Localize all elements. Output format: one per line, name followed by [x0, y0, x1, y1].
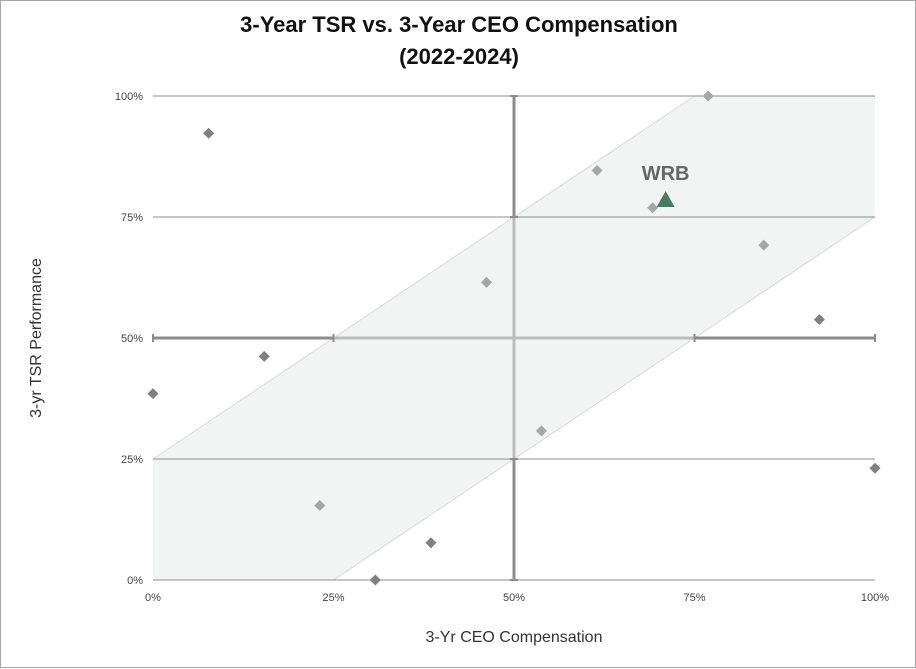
peer-marker — [258, 350, 270, 362]
band-upper-edge — [152, 95, 695, 460]
peer-marker — [535, 425, 547, 437]
chart-title-line-2: (2022-2024) — [399, 44, 519, 69]
y-tick-label: 0% — [127, 575, 143, 587]
peer-marker — [647, 202, 659, 214]
x-tick-label: 25% — [322, 592, 344, 604]
peer-marker — [425, 537, 437, 549]
y-tick-label: 50% — [121, 333, 143, 345]
y-axis-title: 3-yr TSR Performance — [28, 258, 45, 418]
wrb-marker — [656, 191, 675, 208]
wrb-label: WRB — [642, 163, 690, 185]
y-tick-label: 75% — [121, 212, 143, 224]
peer-marker — [758, 239, 770, 251]
x-tick-label: 0% — [145, 592, 161, 604]
peer-marker — [369, 574, 381, 586]
peer-marker — [481, 276, 493, 288]
x-tick-label: 50% — [503, 592, 525, 604]
y-tick-label: 100% — [115, 91, 143, 103]
peer-marker — [591, 165, 603, 177]
y-tick-label: 25% — [121, 454, 143, 466]
peer-marker — [203, 127, 215, 139]
x-tick-label: 75% — [683, 592, 705, 604]
peer-marker — [813, 314, 825, 326]
peer-marker — [702, 90, 714, 102]
x-tick-label: 100% — [861, 592, 889, 604]
band-lower-edge — [333, 216, 876, 581]
peer-marker — [314, 499, 326, 511]
peer-marker — [869, 462, 881, 474]
plot-area: 0% 25% 50% 75% 100% 0% 25% 50% 75% 100% WRB — [115, 90, 889, 604]
chart-title-line-1: 3-Year TSR vs. 3-Year CEO Compensation — [240, 12, 678, 37]
peer-marker — [147, 388, 159, 400]
x-axis-title: 3-Yr CEO Compensation — [426, 629, 603, 646]
